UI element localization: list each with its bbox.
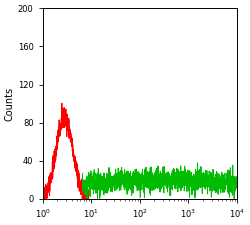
Y-axis label: Counts: Counts (5, 86, 15, 121)
